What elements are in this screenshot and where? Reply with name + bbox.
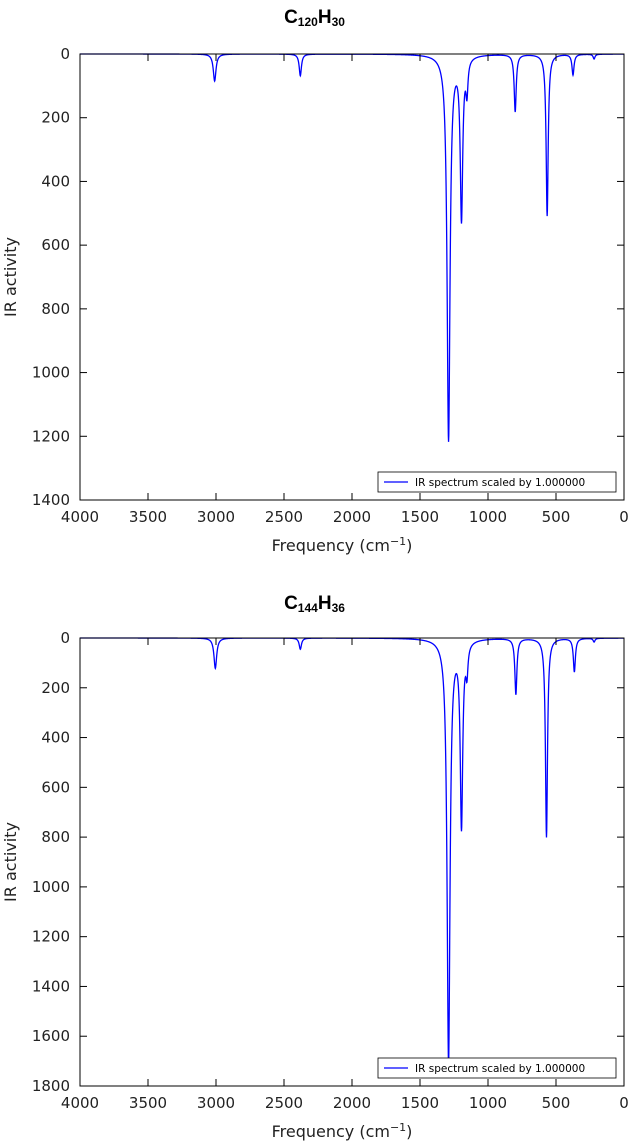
legend-box: [377, 1057, 617, 1079]
ir-spectrum-plot: 4000 3500 3000 2500 2000 1500 1000 500 0 0 200 400 6…: [1, 45, 629, 555]
chart-title: C120H30: [284, 7, 345, 29]
y-tick-label: 1200: [32, 427, 70, 445]
x-tick-label: 4000: [61, 508, 99, 526]
x-tick-label: 500: [542, 1094, 571, 1112]
y-tick-label: 1600: [32, 1027, 70, 1045]
plot-frame: [79, 637, 625, 1087]
x-tick-label: 4000: [61, 1094, 99, 1112]
legend: IR spectrum scaled by 1.000000: [377, 1057, 617, 1079]
x-tick-label: 2000: [333, 1094, 371, 1112]
x-tick-label: 3500: [129, 508, 167, 526]
x-tick-label: 1500: [401, 508, 439, 526]
y-tick-label: 400: [41, 729, 70, 747]
x-tick-label: 1000: [469, 508, 507, 526]
x-tick-label: 2500: [265, 1094, 303, 1112]
y-tick-label: 800: [41, 300, 70, 318]
y-tick-label: 0: [60, 45, 70, 63]
chart-title: C144H36: [284, 593, 345, 615]
y-tick-label: 200: [41, 109, 70, 127]
x-tick-label: 0: [619, 1094, 629, 1112]
x-axis-label: Frequency (cm−1): [272, 1121, 413, 1141]
x-tick-label: 500: [542, 508, 571, 526]
y-tick-label: 1800: [32, 1077, 70, 1095]
y-tick-label: 600: [41, 778, 70, 796]
x-tick-label: 1000: [469, 1094, 507, 1112]
y-axis-label: IR activity: [1, 237, 20, 317]
x-tick-label: 3500: [129, 1094, 167, 1112]
legend-label: IR spectrum scaled by 1.000000: [415, 477, 585, 489]
y-tick-label: 600: [41, 236, 70, 254]
y-tick-label: 1200: [32, 928, 70, 946]
x-tick-label: 0: [619, 508, 629, 526]
y-tick-label: 1000: [32, 364, 70, 382]
y-tick-label: 1000: [32, 878, 70, 896]
y-axis-label: IR activity: [1, 822, 20, 902]
y-tick-label: 1400: [32, 491, 70, 509]
x-tick-label: 2500: [265, 508, 303, 526]
x-axis-label: Frequency (cm−1): [272, 535, 413, 555]
x-tick-label: 3000: [197, 1094, 235, 1112]
y-tick-label: 0: [60, 629, 70, 647]
legend-box: [377, 471, 617, 493]
legend: IR spectrum scaled by 1.000000: [377, 471, 617, 493]
y-tick-label: 800: [41, 828, 70, 846]
y-tick-label: 400: [41, 172, 70, 190]
x-tick-label: 3000: [197, 508, 235, 526]
x-tick-label: 2000: [333, 508, 371, 526]
spectrum-line: [80, 637, 624, 1064]
x-tick-label: 1500: [401, 1094, 439, 1112]
legend-label: IR spectrum scaled by 1.000000: [415, 1063, 585, 1075]
y-tick-label: 200: [41, 679, 70, 697]
y-tick-label: 1400: [32, 977, 70, 995]
